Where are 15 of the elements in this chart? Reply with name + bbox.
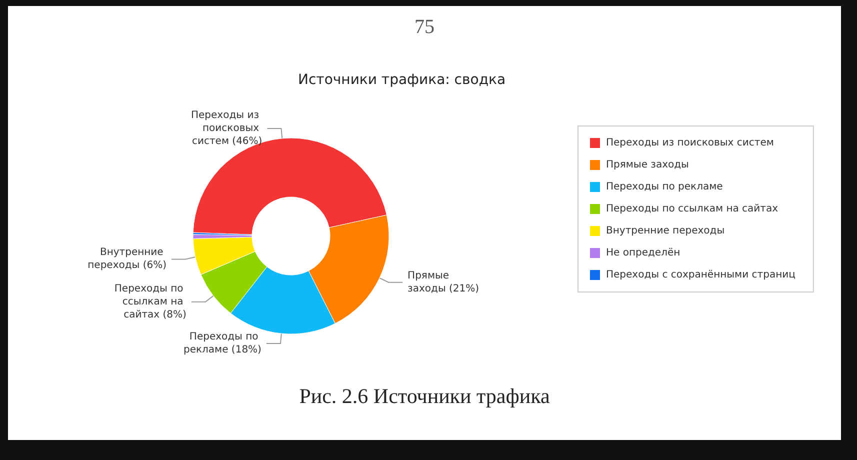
legend-label: Переходы с сохранёнными страниц (606, 270, 796, 280)
legend-label: Прямые заходы (606, 160, 690, 170)
legend-label: Переходы из поисковых систем (606, 138, 774, 148)
data-label: Переходы по рекламе (18%) (183, 331, 262, 356)
data-label: Переходы из поисковых систем (46%) (191, 110, 262, 147)
chart-title: Источники трафика: сводка (298, 72, 506, 88)
text: Рис. 2.6 Источники трафика (298, 384, 551, 409)
text: 75 (414, 16, 436, 39)
data-label: Прямые заходы (21%) (408, 270, 480, 294)
legend-label: Переходы по ссылкам на сайтах (606, 204, 778, 214)
legend-label: Переходы по рекламе (606, 182, 723, 192)
legend-label: Внутренние переходы (606, 226, 725, 236)
data-label: Внутренние переходы (6%) (88, 247, 167, 272)
data-label: Переходы по ссылкам на сайтах (8%) (114, 283, 187, 320)
legend-label: Не определён (606, 248, 680, 258)
